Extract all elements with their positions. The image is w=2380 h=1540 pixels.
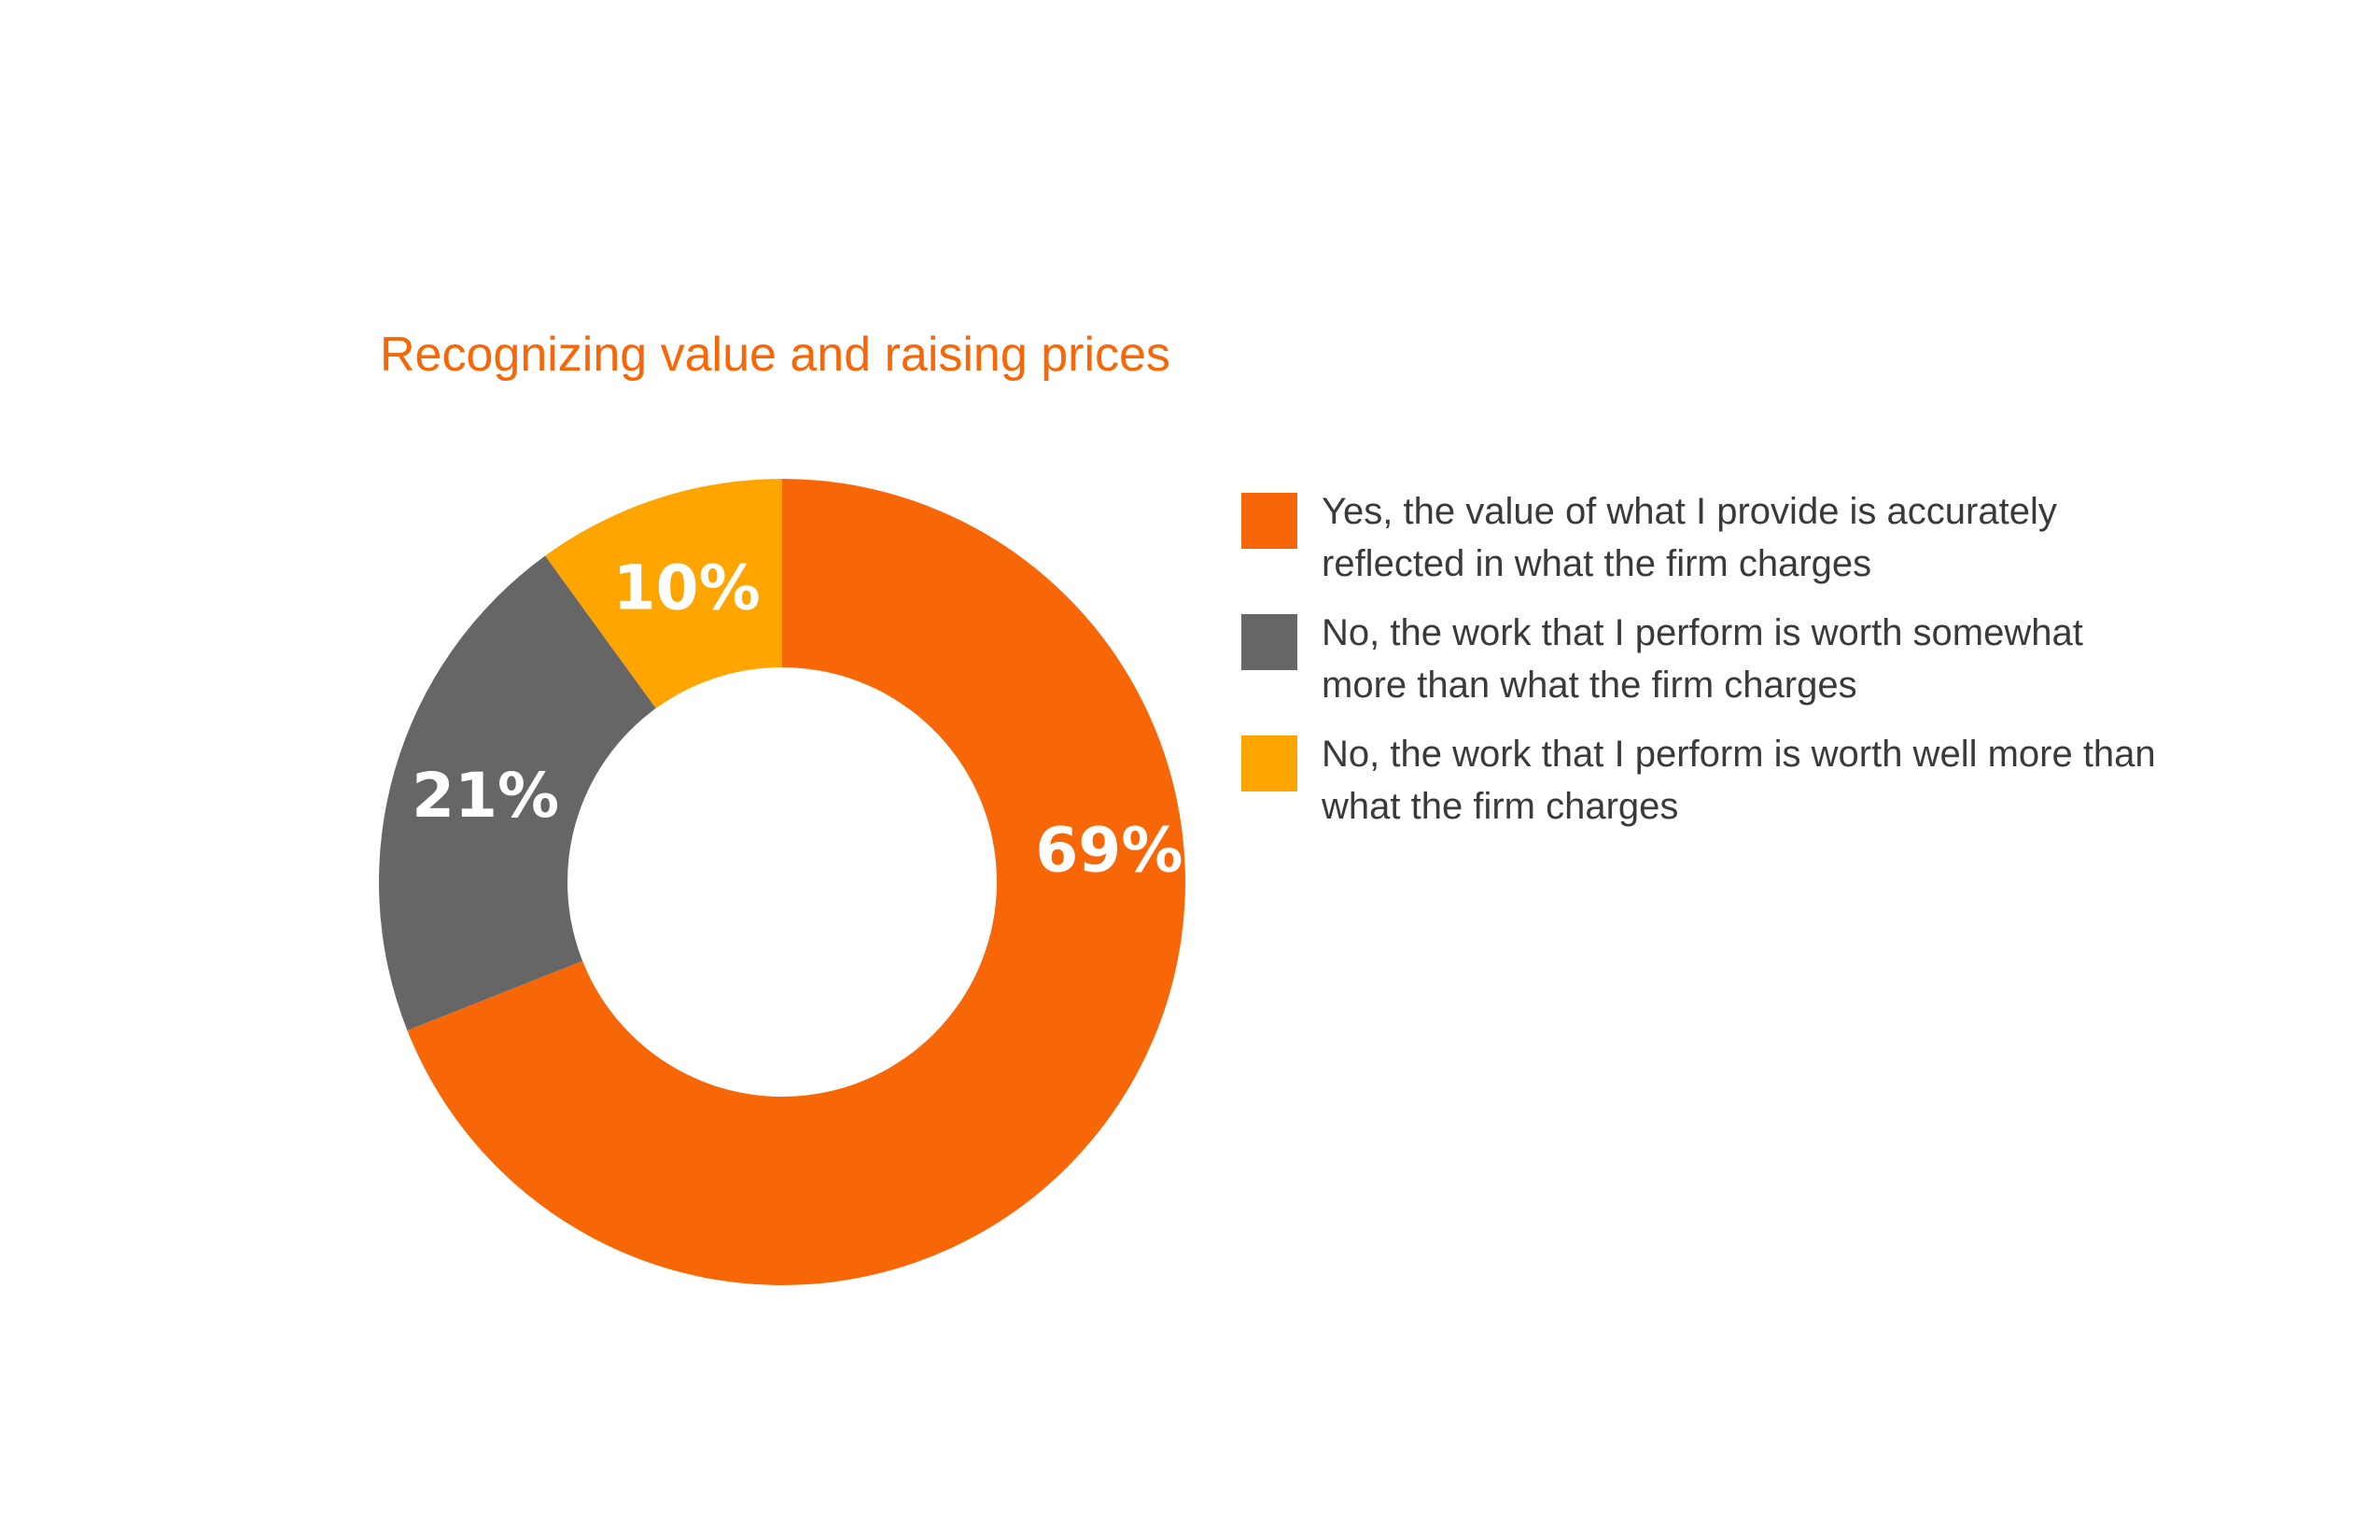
legend-item: No, the work that I perform is worth som…	[1241, 607, 2268, 728]
legend-label: No, the work that I perform is worth som…	[1322, 612, 2083, 706]
legend-swatch	[1241, 493, 1297, 549]
donut-slice	[545, 479, 782, 708]
legend: Yes, the value of what I provide is accu…	[1241, 485, 2268, 849]
legend-label: No, the work that I perform is worth wel…	[1322, 734, 2156, 827]
legend-swatch	[1241, 614, 1297, 670]
slice-data-label: 69%	[1035, 814, 1183, 886]
chart-title: Recognizing value and raising prices	[380, 328, 1170, 382]
slice-data-label: 21%	[412, 760, 559, 832]
donut-slice	[378, 555, 656, 1031]
donut-slice	[407, 479, 1185, 1285]
legend-swatch	[1241, 735, 1297, 791]
legend-item: No, the work that I perform is worth wel…	[1241, 728, 2268, 849]
legend-item: Yes, the value of what I provide is accu…	[1241, 485, 2268, 607]
slice-data-label: 10%	[613, 553, 761, 624]
legend-label: Yes, the value of what I provide is accu…	[1322, 491, 2057, 584]
